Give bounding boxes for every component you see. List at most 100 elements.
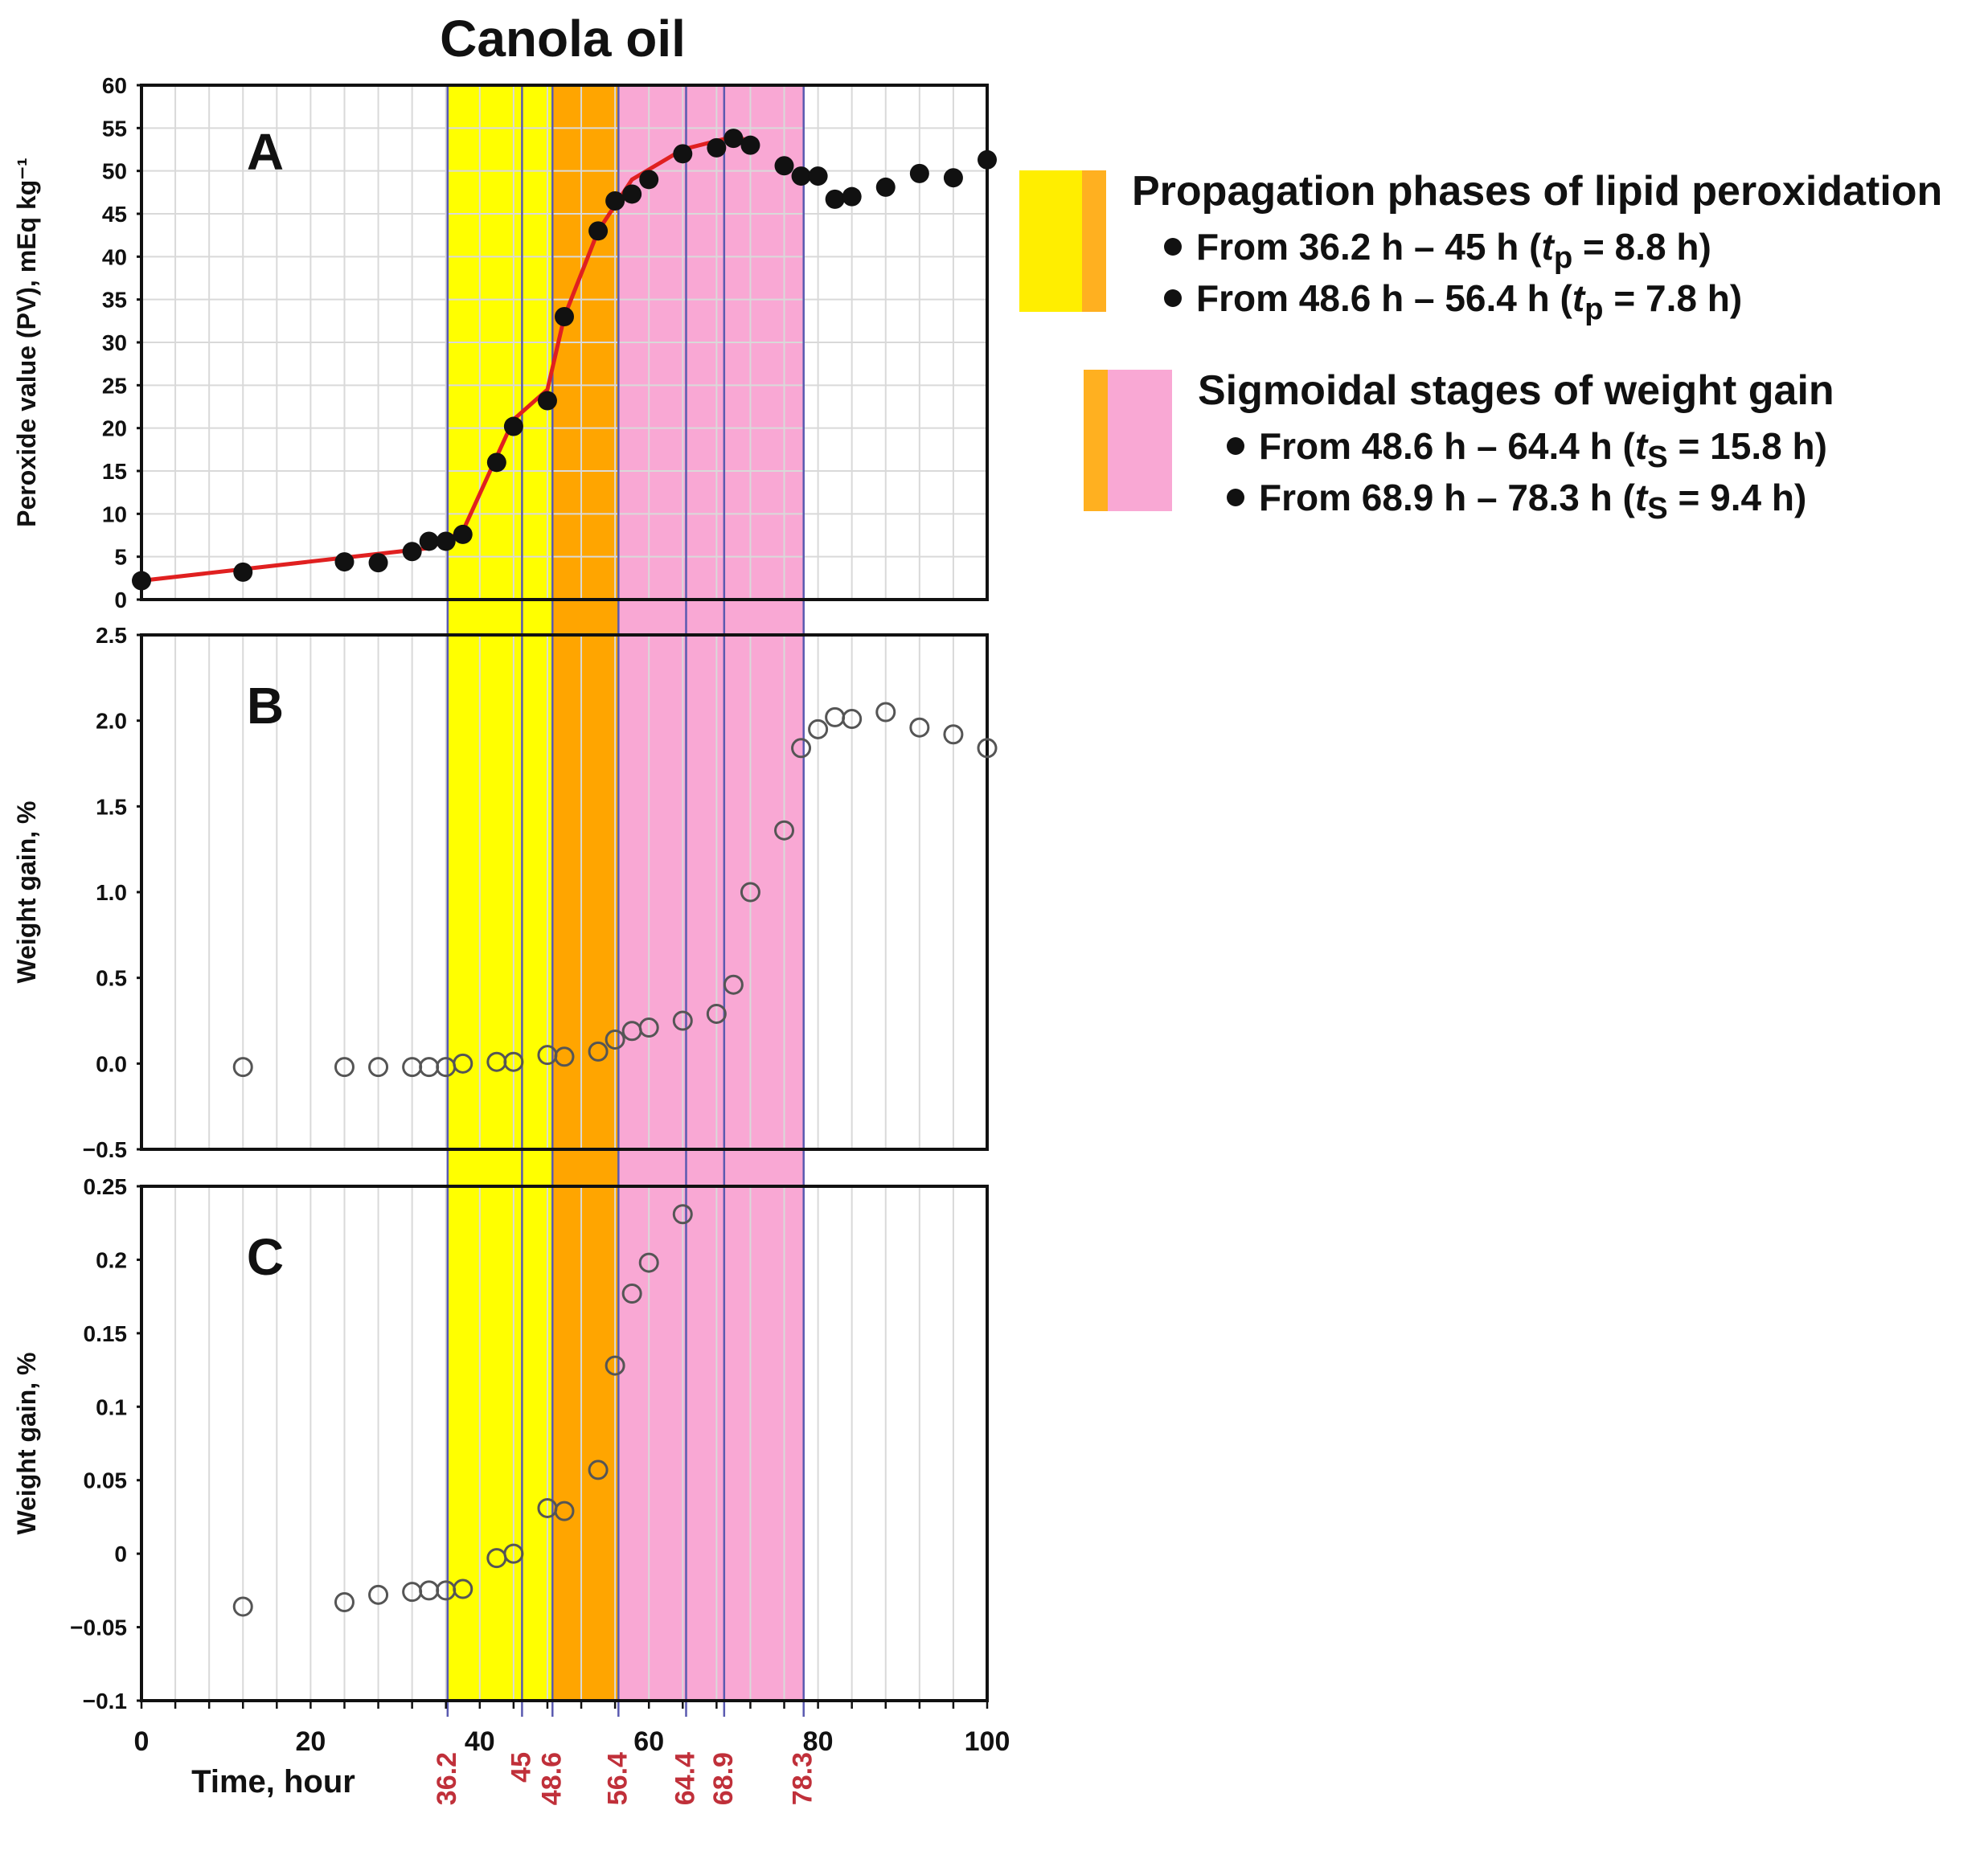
- data-point: [977, 738, 998, 759]
- data-point: [909, 163, 929, 183]
- data-point: [707, 137, 727, 158]
- data-point: [588, 1460, 609, 1480]
- grid: [141, 84, 987, 1701]
- phase-lines: [446, 85, 805, 1717]
- data-point: [132, 571, 151, 591]
- data-point: [638, 1252, 659, 1273]
- data-point: [232, 1596, 253, 1617]
- panel-frame: [140, 1185, 989, 1702]
- y-tick-label: 0.15: [84, 1321, 128, 1346]
- x-tick-label: 80: [803, 1726, 834, 1757]
- data-point: [875, 177, 896, 197]
- data-point: [791, 738, 812, 759]
- data-point: [334, 1591, 355, 1612]
- y-axis-label: Peroxide value (PV), mEq kg⁻¹: [12, 158, 41, 527]
- y-tick-label: −0.5: [83, 1137, 127, 1162]
- data-point: [774, 156, 794, 176]
- y-tick-label: 25: [102, 373, 127, 398]
- data-point: [622, 184, 642, 204]
- bullet-icon: [1164, 289, 1182, 307]
- bullet-icon: [1227, 488, 1244, 506]
- x-tick-label: 60: [633, 1726, 664, 1757]
- y-tick-label: 50: [102, 159, 127, 184]
- y-tick-label: 0.25: [84, 1174, 128, 1199]
- data-point: [419, 531, 439, 551]
- phase-line-label: 45: [506, 1752, 536, 1783]
- y-tick-label: 30: [102, 330, 127, 355]
- axis-labels: Time, hour Peroxide value (PV), mEq kg⁻¹…: [12, 123, 818, 1805]
- data-point: [621, 1283, 642, 1304]
- y-tick-label: 0.5: [96, 966, 127, 991]
- data-point: [605, 1029, 625, 1050]
- y-tick-label: 2.5: [96, 623, 127, 648]
- y-tick-label: 45: [102, 202, 127, 227]
- data-point: [588, 1041, 609, 1062]
- data-point: [723, 129, 744, 149]
- legend-propagation: Propagation phases of lipid peroxidation…: [1019, 167, 1984, 326]
- data-point: [588, 221, 609, 241]
- y-tick-label: 60: [102, 73, 127, 98]
- x-axis-label: Time, hour: [191, 1764, 355, 1800]
- data-point: [673, 144, 693, 164]
- data-point: [436, 531, 456, 551]
- data-point: [503, 416, 523, 436]
- legend-propagation-item-1: From 36.2 h – 45 h (tp = 8.8 h): [1164, 225, 1711, 276]
- data-point: [605, 1355, 625, 1376]
- data-point: [638, 1017, 659, 1038]
- y-tick-label: −0.05: [70, 1615, 127, 1640]
- data-point: [740, 882, 760, 903]
- panel-label: C: [247, 1228, 284, 1286]
- data-point: [419, 1580, 440, 1601]
- phase-line-label: 56.4: [602, 1752, 633, 1805]
- y-tick-label: 10: [102, 502, 127, 526]
- data-point: [842, 186, 862, 207]
- x-tick-label: 40: [465, 1726, 495, 1757]
- legend-sigmoidal-item-2: From 68.9 h – 78.3 h (tS = 9.4 h): [1227, 476, 1806, 526]
- legend-swatch-yellow: [1019, 170, 1082, 312]
- y-tick-label: 0: [114, 588, 127, 612]
- data-point: [943, 168, 963, 188]
- data-point: [233, 562, 253, 582]
- y-tick-label: 2.0: [96, 709, 127, 734]
- legend-propagation-title: Propagation phases of lipid peroxidation: [1132, 168, 1943, 215]
- data-point: [808, 166, 828, 186]
- data-point: [334, 1057, 355, 1078]
- y-axis-label: Weight gain, %: [12, 1353, 41, 1535]
- phase-line-label: 48.6: [536, 1752, 567, 1805]
- legend-sigmoidal: Sigmoidal stages of weight gain From 48.…: [1084, 366, 1984, 526]
- data-point: [232, 1057, 253, 1078]
- data-point: [453, 524, 473, 544]
- data-point: [842, 709, 863, 730]
- data-point: [723, 974, 744, 995]
- legend-propagation-item-2: From 48.6 h – 56.4 h (tp = 7.8 h): [1164, 276, 1742, 327]
- data-point: [791, 166, 811, 186]
- phase-line-label: 36.2: [432, 1752, 462, 1805]
- y-tick-label: −0.1: [83, 1689, 127, 1714]
- legend-swatch-orange: [1084, 370, 1108, 511]
- y-tick-label: 55: [102, 116, 127, 141]
- data-point: [368, 1057, 389, 1078]
- data-point: [503, 1543, 524, 1564]
- y-tick-label: 0.1: [96, 1394, 127, 1419]
- y-tick-label: 0.2: [96, 1247, 127, 1272]
- data-point: [419, 1057, 440, 1078]
- legend-sigmoidal-item-1: From 48.6 h – 64.4 h (tS = 15.8 h): [1227, 424, 1827, 475]
- data-point: [402, 542, 422, 562]
- data-point: [334, 552, 355, 572]
- data-point: [774, 820, 795, 841]
- y-tick-label: 0.0: [96, 1051, 127, 1076]
- y-tick-label: 20: [102, 416, 127, 441]
- data-point: [672, 1010, 693, 1031]
- data-point: [554, 1046, 575, 1067]
- axes: 0 5 10 15 20 25 30 35 40 45 50 55 60 −0.5 0.0 0.5 1.0 1.5…: [70, 73, 1010, 1757]
- data-point: [639, 170, 659, 190]
- data-point: [537, 391, 557, 411]
- phase-band-2: [552, 85, 619, 1701]
- data-point: [978, 149, 997, 170]
- bullet-icon: [1227, 436, 1244, 455]
- phase-line-label: 68.9: [708, 1752, 739, 1805]
- data-point: [555, 307, 574, 326]
- chart-title: Canola oil: [440, 10, 686, 68]
- y-tick-label: 1.5: [96, 794, 127, 819]
- data-point: [486, 452, 506, 473]
